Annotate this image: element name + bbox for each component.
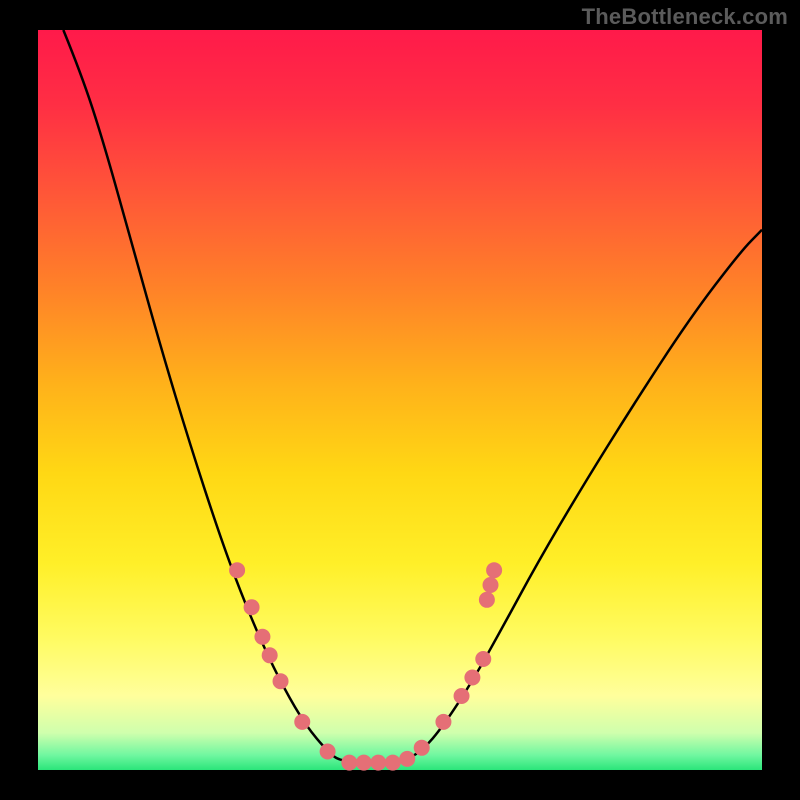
data-marker bbox=[486, 562, 502, 578]
data-marker bbox=[273, 673, 289, 689]
data-marker bbox=[356, 755, 372, 771]
data-marker bbox=[262, 647, 278, 663]
chart-frame: TheBottleneck.com bbox=[0, 0, 800, 800]
data-marker bbox=[435, 714, 451, 730]
data-marker bbox=[254, 629, 270, 645]
data-marker bbox=[244, 599, 260, 615]
data-marker bbox=[341, 755, 357, 771]
data-marker bbox=[454, 688, 470, 704]
data-marker bbox=[483, 577, 499, 593]
data-marker bbox=[475, 651, 491, 667]
data-marker bbox=[464, 670, 480, 686]
data-marker bbox=[479, 592, 495, 608]
data-marker bbox=[229, 562, 245, 578]
bottleneck-chart bbox=[0, 0, 800, 800]
data-marker bbox=[399, 751, 415, 767]
plot-background bbox=[38, 30, 762, 770]
data-marker bbox=[320, 744, 336, 760]
data-marker bbox=[385, 755, 401, 771]
data-marker bbox=[294, 714, 310, 730]
data-marker bbox=[370, 755, 386, 771]
data-marker bbox=[414, 740, 430, 756]
